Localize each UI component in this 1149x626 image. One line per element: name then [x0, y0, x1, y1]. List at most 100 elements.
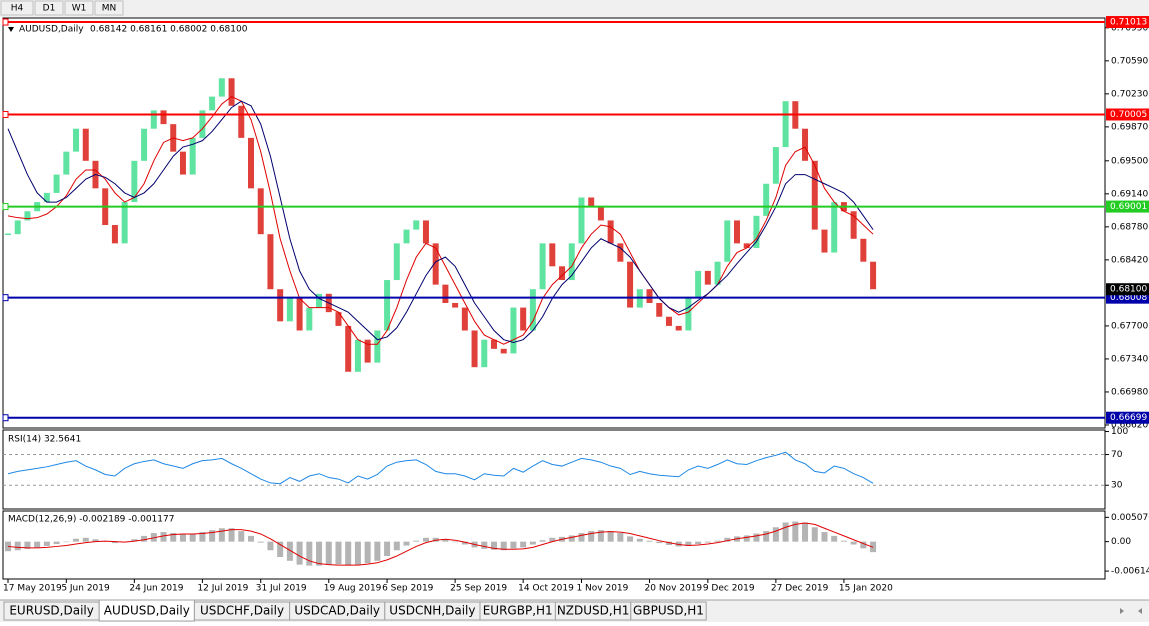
candle: [452, 302, 459, 308]
macd-bar: [286, 541, 293, 561]
macd-bar: [500, 541, 507, 551]
level-label: 0.66699: [1110, 413, 1147, 423]
macd-bar: [43, 541, 50, 546]
candle: [870, 261, 877, 290]
macd-bar: [374, 541, 381, 561]
chart-title: AUDUSD,Daily: [19, 25, 84, 35]
candle: [199, 110, 206, 138]
macd-bar: [539, 540, 546, 542]
macd-bar: [179, 534, 186, 542]
x-tick-label: 25 Sep 2019: [450, 584, 507, 594]
symbol-tab[interactable]: [630, 601, 707, 621]
macd-bar: [452, 541, 459, 543]
x-tick-label: 14 Oct 2019: [518, 584, 574, 594]
macd-bar: [481, 541, 488, 549]
candle: [248, 137, 254, 189]
macd-panel: [2, 510, 1106, 580]
y-tick-label: 0.67700: [1111, 321, 1148, 331]
x-tick-label: 5 Jun 2019: [61, 584, 110, 594]
main-panel: [2, 17, 1106, 429]
candle: [432, 243, 439, 285]
candle: [354, 339, 361, 372]
macd-bar: [529, 541, 536, 545]
candle: [121, 202, 128, 244]
candle: [500, 348, 507, 354]
candle: [481, 339, 488, 368]
candle: [413, 220, 420, 230]
macd-bar: [772, 527, 779, 542]
candle: [714, 261, 721, 285]
macd-bar: [607, 531, 614, 542]
candle: [384, 280, 391, 331]
macd-bar: [92, 539, 99, 542]
collapse-arrow[interactable]: [8, 27, 14, 32]
macd-bar: [199, 532, 206, 542]
y-tick-label: 0.68780: [1111, 222, 1148, 232]
x-tick-label: 31 Jul 2019: [256, 584, 307, 594]
macd-bar: [384, 541, 391, 557]
macd-bar: [34, 541, 41, 548]
macd-title: MACD(12,26,9) -0.002189 -0.001177: [8, 515, 174, 525]
x-tick-label: 24 Jun 2019: [129, 584, 183, 594]
candle: [286, 298, 293, 322]
candle: [753, 215, 760, 248]
x-tick-label: 9 Dec 2019: [703, 584, 755, 594]
macd-bar: [228, 528, 235, 542]
symbol-tab-label: USDCHF,Daily: [200, 604, 284, 618]
level-marker: [2, 294, 9, 302]
macd-bar: [141, 535, 148, 542]
level-label: 0.68008: [1110, 293, 1147, 303]
macd-bar: [82, 537, 89, 542]
candle: [539, 243, 546, 290]
candle: [24, 211, 31, 221]
macd-tick-label: 0.005076: [1111, 513, 1149, 523]
candle: [695, 270, 702, 299]
rsi-tick-label: 30: [1111, 481, 1123, 491]
candle: [218, 78, 225, 97]
candle: [646, 289, 653, 303]
x-tick-label: 15 Jan 2020: [839, 584, 893, 594]
candle: [743, 243, 750, 248]
x-tick-label: 27 Dec 2019: [771, 584, 829, 594]
macd-bar: [695, 541, 702, 545]
candle: [860, 238, 867, 262]
candle: [82, 128, 89, 161]
candle: [150, 110, 157, 129]
macd-bar: [714, 540, 721, 542]
timeframe-button[interactable]: [94, 0, 124, 16]
symbol-tab-label: GBPUSD,H1: [633, 604, 704, 618]
candle: [529, 289, 536, 331]
timeframe-label: H4: [11, 4, 24, 14]
timeframe-button[interactable]: [0, 0, 34, 16]
macd-bar: [248, 535, 254, 542]
timeframe-button[interactable]: [34, 0, 64, 16]
candle: [685, 298, 692, 331]
y-tick-label: 0.66620: [1111, 420, 1148, 430]
timeframe-label: D1: [43, 4, 56, 14]
x-tick-label: 6 Sep 2019: [382, 584, 434, 594]
symbol-tab-label: AUDUSD,Daily: [104, 604, 190, 618]
macd-bar: [763, 531, 770, 542]
macd-bar: [354, 541, 361, 565]
x-tick-label: 12 Jul 2019: [197, 584, 248, 594]
quote: 0.68142 0.68161 0.68002 0.68100: [90, 25, 248, 35]
macd-bar: [5, 541, 11, 552]
macd-bar: [24, 541, 31, 549]
macd-bar: [588, 531, 595, 542]
timeframe-label: MN: [102, 4, 117, 14]
candle: [597, 206, 604, 221]
current-price-box: [1106, 283, 1149, 296]
y-tick-label: 0.66980: [1111, 387, 1148, 397]
macd-bar: [277, 541, 284, 557]
macd-bar: [403, 541, 410, 546]
candle: [763, 183, 770, 216]
timeframe-button[interactable]: [64, 0, 94, 16]
macd-bar: [442, 539, 449, 542]
macd-bar: [821, 532, 828, 542]
macd-bar: [840, 540, 847, 542]
candle: [316, 293, 323, 308]
candle: [802, 128, 809, 161]
candle: [665, 316, 672, 326]
macd-bar: [850, 541, 857, 545]
macd-bar: [724, 537, 731, 542]
